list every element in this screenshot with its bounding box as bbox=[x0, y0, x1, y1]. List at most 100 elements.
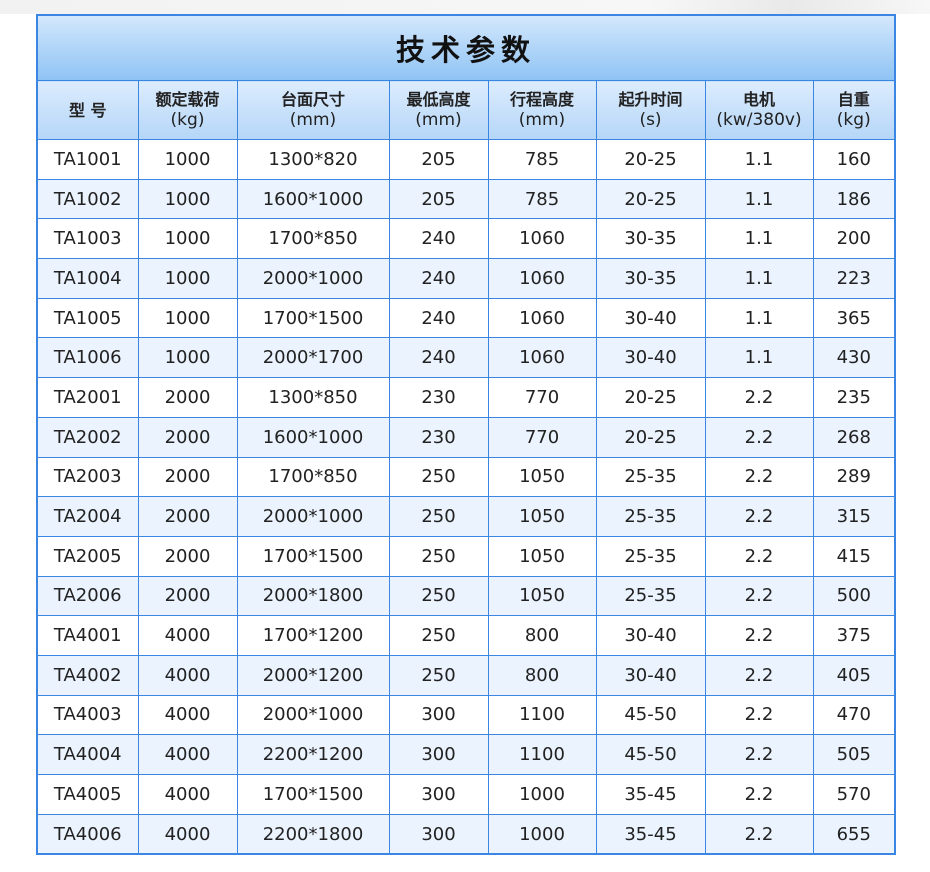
cell-stroke-height: 800 bbox=[487, 654, 597, 696]
cell-rated-load: 2000 bbox=[137, 575, 238, 617]
cell-min-height: 240 bbox=[388, 218, 489, 260]
cell-lift-time: 20-25 bbox=[595, 139, 706, 180]
cell-stroke-height: 1100 bbox=[487, 734, 597, 775]
cell-platform-size: 1700*1500 bbox=[236, 774, 390, 815]
cell-motor: 2.2 bbox=[704, 575, 814, 617]
cell-platform-size: 1300*820 bbox=[236, 139, 390, 180]
cell-min-height: 230 bbox=[388, 416, 489, 458]
cell-platform-size: 2000*1800 bbox=[236, 575, 390, 617]
cell-motor: 2.2 bbox=[704, 456, 814, 498]
cell-platform-size: 2000*1000 bbox=[236, 258, 390, 299]
table-row: TA4006 4000 2200*1800 300 1000 35-45 2.2 655 bbox=[36, 813, 896, 855]
cell-self-weight: 415 bbox=[812, 535, 896, 577]
table-row: TA1003 1000 1700*850 240 1060 30-35 1.1 200 bbox=[36, 218, 896, 260]
cell-motor: 2.2 bbox=[704, 774, 814, 815]
cell-platform-size: 2000*1700 bbox=[236, 337, 390, 379]
table-row: TA4005 4000 1700*1500 300 1000 35-45 2.2 570 bbox=[36, 774, 896, 815]
cell-stroke-height: 1050 bbox=[487, 496, 597, 537]
cell-platform-size: 1700*1500 bbox=[236, 297, 390, 339]
cell-motor: 1.1 bbox=[704, 337, 814, 379]
cell-model: TA4004 bbox=[36, 734, 139, 775]
cell-motor: 2.2 bbox=[704, 694, 814, 736]
cell-platform-size: 1600*1000 bbox=[236, 178, 390, 220]
cell-lift-time: 35-45 bbox=[595, 813, 706, 855]
cell-self-weight: 570 bbox=[812, 774, 896, 815]
header-label: 行程高度 bbox=[509, 90, 574, 109]
cell-min-height: 205 bbox=[388, 178, 489, 220]
header-lift-time: 起升时间 (s) bbox=[595, 80, 706, 140]
table-row: TA4002 4000 2000*1200 250 800 30-40 2.2 405 bbox=[36, 654, 896, 696]
cell-model: TA2002 bbox=[36, 416, 139, 458]
cell-stroke-height: 800 bbox=[487, 615, 597, 656]
cell-self-weight: 375 bbox=[812, 615, 896, 656]
cell-min-height: 300 bbox=[388, 694, 489, 736]
table-row: TA2005 2000 1700*1500 250 1050 25-35 2.2 415 bbox=[36, 535, 896, 577]
cell-model: TA4001 bbox=[36, 615, 139, 656]
cell-self-weight: 365 bbox=[812, 297, 896, 339]
table-row: TA2004 2000 2000*1000 250 1050 25-35 2.2 315 bbox=[36, 496, 896, 537]
cell-min-height: 205 bbox=[388, 139, 489, 180]
cell-lift-time: 20-25 bbox=[595, 377, 706, 418]
cell-rated-load: 4000 bbox=[137, 694, 238, 736]
cell-self-weight: 289 bbox=[812, 456, 896, 498]
cell-stroke-height: 770 bbox=[487, 377, 597, 418]
table-row: TA1005 1000 1700*1500 240 1060 30-40 1.1 365 bbox=[36, 297, 896, 339]
cell-motor: 2.2 bbox=[704, 615, 814, 656]
cell-min-height: 300 bbox=[388, 813, 489, 855]
header-unit: (mm) bbox=[415, 110, 462, 130]
cell-motor: 1.1 bbox=[704, 218, 814, 260]
cell-stroke-height: 785 bbox=[487, 139, 597, 180]
cell-lift-time: 30-40 bbox=[595, 337, 706, 379]
cell-model: TA4003 bbox=[36, 694, 139, 736]
cell-lift-time: 45-50 bbox=[595, 734, 706, 775]
cell-rated-load: 4000 bbox=[137, 734, 238, 775]
header-rated-load: 额定载荷 (kg) bbox=[137, 80, 238, 140]
spec-table: 技术参数 型 号额定载荷 (kg) 台面尺寸 (mm) 最低高度 (mm) 行程高度 (mm)… bbox=[36, 14, 896, 856]
cell-rated-load: 2000 bbox=[137, 416, 238, 458]
cell-min-height: 250 bbox=[388, 496, 489, 537]
cell-self-weight: 160 bbox=[812, 139, 896, 180]
cell-rated-load: 2000 bbox=[137, 496, 238, 537]
cell-model: TA1001 bbox=[36, 139, 139, 180]
cell-model: TA1002 bbox=[36, 178, 139, 220]
header-model: 型 号 bbox=[36, 80, 139, 140]
cell-self-weight: 405 bbox=[812, 654, 896, 696]
cell-min-height: 300 bbox=[388, 774, 489, 815]
table-body: TA1001 1000 1300*820 205 785 20-25 1.1 160 TA100… bbox=[36, 139, 896, 855]
cell-motor: 2.2 bbox=[704, 416, 814, 458]
header-unit: (mm) bbox=[289, 110, 337, 130]
header-platform-size: 台面尺寸 (mm) bbox=[236, 80, 390, 140]
header-unit: (s) bbox=[639, 110, 662, 130]
cell-platform-size: 1300*850 bbox=[236, 377, 390, 418]
cell-platform-size: 2000*1000 bbox=[236, 496, 390, 537]
cell-lift-time: 30-40 bbox=[595, 297, 706, 339]
cell-stroke-height: 1060 bbox=[487, 337, 597, 379]
cell-self-weight: 655 bbox=[812, 813, 896, 855]
header-row: 型 号额定载荷 (kg) 台面尺寸 (mm) 最低高度 (mm) 行程高度 (mm) 起升时间(… bbox=[36, 80, 896, 140]
cell-stroke-height: 1060 bbox=[487, 218, 597, 260]
table-row: TA4004 4000 2200*1200 300 1100 45-50 2.2 505 bbox=[36, 734, 896, 775]
cell-motor: 1.1 bbox=[704, 258, 814, 299]
header-unit: (kw/380v) bbox=[716, 110, 802, 130]
cell-rated-load: 1000 bbox=[137, 297, 238, 339]
cell-self-weight: 500 bbox=[812, 575, 896, 617]
cell-rated-load: 2000 bbox=[137, 456, 238, 498]
cell-self-weight: 268 bbox=[812, 416, 896, 458]
header-label: 电机 bbox=[742, 90, 775, 109]
cell-stroke-height: 1060 bbox=[487, 297, 597, 339]
table-row: TA1006 1000 2000*1700 240 1060 30-40 1.1 430 bbox=[36, 337, 896, 379]
cell-model: TA2001 bbox=[36, 377, 139, 418]
cell-lift-time: 25-35 bbox=[595, 456, 706, 498]
cell-rated-load: 1000 bbox=[137, 337, 238, 379]
cell-lift-time: 45-50 bbox=[595, 694, 706, 736]
cell-platform-size: 1700*850 bbox=[236, 456, 390, 498]
cell-platform-size: 2000*1200 bbox=[236, 654, 390, 696]
cell-stroke-height: 1050 bbox=[487, 575, 597, 617]
table-row: TA2006 2000 2000*1800 250 1050 25-35 2.2 500 bbox=[36, 575, 896, 617]
header-label: 型 号 bbox=[68, 100, 107, 120]
cell-self-weight: 186 bbox=[812, 178, 896, 220]
table-row: TA2003 2000 1700*850 250 1050 25-35 2.2 289 bbox=[36, 456, 896, 498]
table-row: TA4001 4000 1700*1200 250 800 30-40 2.2 375 bbox=[36, 615, 896, 656]
cell-lift-time: 30-40 bbox=[595, 615, 706, 656]
cell-stroke-height: 1000 bbox=[487, 774, 597, 815]
